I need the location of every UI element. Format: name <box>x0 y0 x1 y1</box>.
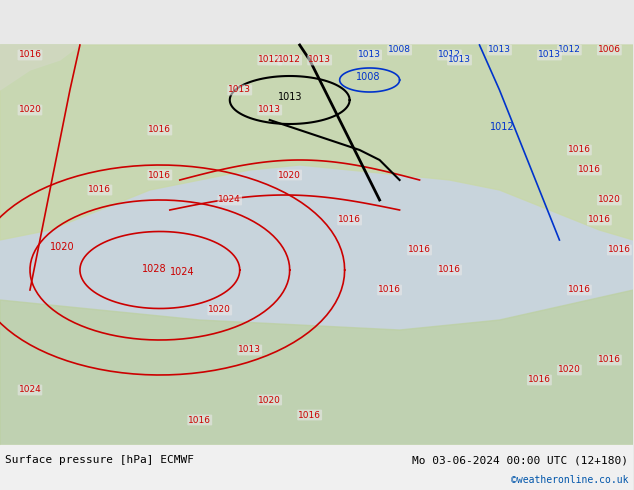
Text: 1013: 1013 <box>308 55 331 65</box>
Text: 1013: 1013 <box>358 50 381 59</box>
Text: 1016: 1016 <box>378 286 401 294</box>
Bar <box>0 45 633 445</box>
Text: 1012: 1012 <box>278 55 301 65</box>
Text: 1016: 1016 <box>608 245 631 254</box>
Text: 1024: 1024 <box>18 386 41 394</box>
Text: 1012: 1012 <box>438 50 461 59</box>
Text: 1012: 1012 <box>258 55 281 65</box>
Polygon shape <box>0 45 633 445</box>
Text: 1012: 1012 <box>489 122 514 132</box>
Text: 1016: 1016 <box>568 286 591 294</box>
Text: 1024: 1024 <box>170 267 195 277</box>
Text: 1020: 1020 <box>18 105 41 115</box>
Text: 1016: 1016 <box>588 216 611 224</box>
Text: 1013: 1013 <box>278 92 302 102</box>
Text: 1020: 1020 <box>258 395 281 405</box>
Text: 1008: 1008 <box>388 46 411 54</box>
Text: 1016: 1016 <box>338 216 361 224</box>
Text: 1016: 1016 <box>438 266 461 274</box>
Text: 1020: 1020 <box>598 196 621 204</box>
Text: 1013: 1013 <box>258 105 281 115</box>
Text: 1020: 1020 <box>558 366 581 374</box>
Text: 1016: 1016 <box>188 416 211 424</box>
Text: Surface pressure [hPa] ECMWF: Surface pressure [hPa] ECMWF <box>5 455 194 465</box>
Text: 1016: 1016 <box>578 166 601 174</box>
Text: 1020: 1020 <box>209 305 231 315</box>
Text: 1020: 1020 <box>278 171 301 179</box>
Text: 1016: 1016 <box>568 146 591 154</box>
Bar <box>0 445 633 490</box>
Text: 1012: 1012 <box>558 46 581 54</box>
Text: 1020: 1020 <box>50 242 75 252</box>
Text: 1016: 1016 <box>148 171 171 179</box>
Polygon shape <box>0 290 633 445</box>
Text: 1028: 1028 <box>142 264 167 274</box>
Text: 1008: 1008 <box>356 72 380 82</box>
Text: 1016: 1016 <box>18 50 41 59</box>
Text: 1016: 1016 <box>528 375 551 385</box>
Text: 1006: 1006 <box>598 46 621 54</box>
Text: Mo 03-06-2024 00:00 UTC (12+180): Mo 03-06-2024 00:00 UTC (12+180) <box>412 455 628 465</box>
Text: 1013: 1013 <box>488 46 511 54</box>
Text: 1016: 1016 <box>598 356 621 365</box>
Text: 1013: 1013 <box>238 345 261 354</box>
Polygon shape <box>0 45 633 240</box>
Polygon shape <box>0 45 80 90</box>
Text: ©weatheronline.co.uk: ©weatheronline.co.uk <box>511 475 628 485</box>
Text: 1016: 1016 <box>88 186 112 195</box>
Text: 1016: 1016 <box>408 245 431 254</box>
Text: 1013: 1013 <box>448 55 471 65</box>
Text: 1024: 1024 <box>218 196 241 204</box>
Text: 1013: 1013 <box>228 85 251 95</box>
Text: 1016: 1016 <box>298 411 321 419</box>
Text: 1013: 1013 <box>538 50 561 59</box>
Text: 1016: 1016 <box>148 125 171 134</box>
